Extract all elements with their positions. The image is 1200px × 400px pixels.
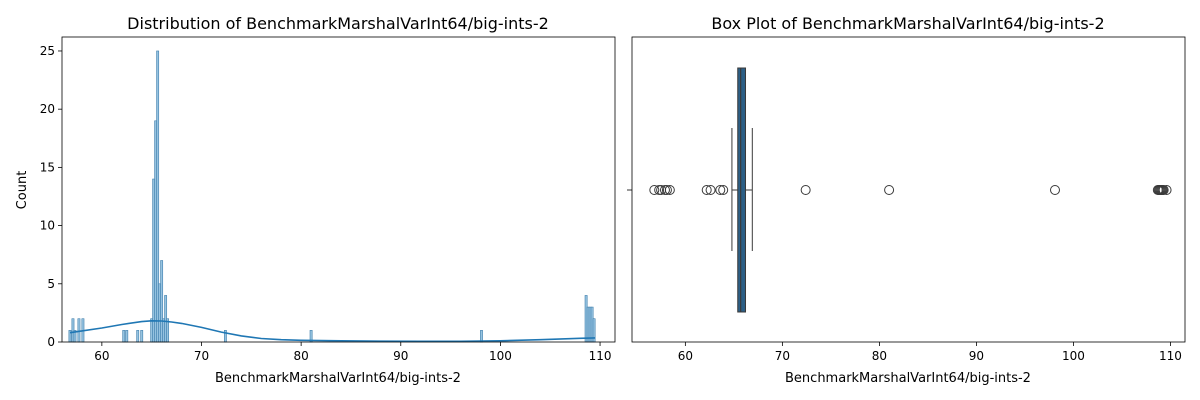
boxplot-x-ticks: 60 70 80 90 100 110 [678, 342, 1182, 363]
boxplot-title: Box Plot of BenchmarkMarshalVarInt64/big… [711, 14, 1104, 33]
y-tick-label: 10 [40, 219, 55, 233]
histogram-bar [77, 318, 81, 343]
x-tick-label: 80 [872, 349, 887, 363]
boxplot-outlier [718, 185, 729, 195]
boxplot-outlier [661, 185, 672, 195]
x-tick-label: 90 [393, 349, 408, 363]
histogram-x-axis-label: BenchmarkMarshalVarInt64/big-ints-2 [215, 371, 461, 386]
histogram-axes-frame [61, 36, 616, 343]
boxplot-x-axis-label: BenchmarkMarshalVarInt64/big-ints-2 [785, 371, 1031, 386]
boxplot-fliers [649, 185, 1172, 195]
boxplot-outlier [664, 185, 675, 195]
y-tick-label: 25 [40, 44, 55, 58]
x-tick-label: 110 [589, 349, 612, 363]
y-tick-label: 5 [47, 277, 55, 291]
boxplot-outlier [800, 185, 811, 195]
histogram-panel: Distribution of BenchmarkMarshalVarInt64… [15, 14, 616, 386]
boxplot-panel: Box Plot of BenchmarkMarshalVarInt64/big… [627, 14, 1186, 386]
y-tick-label: 0 [47, 335, 55, 349]
x-tick-label: 80 [293, 349, 308, 363]
x-tick-label: 60 [94, 349, 109, 363]
x-tick-label: 100 [489, 349, 512, 363]
boxplot-elements [731, 67, 753, 313]
x-tick-label: 90 [969, 349, 984, 363]
x-tick-label: 110 [1159, 349, 1182, 363]
boxplot-outlier [1049, 185, 1060, 195]
x-tick-label: 70 [775, 349, 790, 363]
histogram-bars [68, 50, 596, 343]
boxplot-outlier [649, 185, 660, 195]
x-tick-label: 70 [194, 349, 209, 363]
boxplot-outlier [884, 185, 895, 195]
x-tick-label: 60 [678, 349, 693, 363]
histogram-bar [140, 330, 144, 343]
kde-curve [69, 319, 596, 343]
boxplot-outlier [1161, 185, 1172, 195]
histogram-bar [136, 330, 140, 343]
x-tick-label: 100 [1062, 349, 1085, 363]
histogram-x-ticks: 60 70 80 90 100 110 [94, 342, 612, 363]
boxplot-outlier [705, 185, 716, 195]
boxplot-box [737, 67, 747, 313]
boxplot-outlier [1158, 185, 1169, 195]
y-tick-label: 15 [40, 160, 55, 174]
boxplot-outlier [715, 185, 726, 195]
boxplot-outlier [701, 185, 712, 195]
histogram-bar [122, 330, 126, 343]
histogram-title: Distribution of BenchmarkMarshalVarInt64… [127, 14, 549, 33]
histogram-y-ticks: 0 5 10 15 20 25 [40, 44, 62, 349]
histogram-bar [125, 330, 129, 343]
histogram-y-axis-label: Count [15, 171, 30, 210]
boxplot-axes-frame [631, 36, 1186, 343]
y-tick-label: 20 [40, 102, 55, 116]
